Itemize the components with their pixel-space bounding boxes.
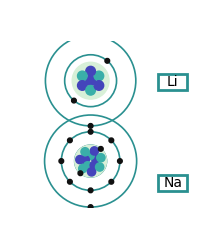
Circle shape xyxy=(92,155,100,163)
Circle shape xyxy=(97,154,105,162)
Circle shape xyxy=(109,179,114,184)
Circle shape xyxy=(118,159,122,163)
Circle shape xyxy=(68,138,72,143)
Circle shape xyxy=(109,138,114,143)
Circle shape xyxy=(76,155,84,164)
Circle shape xyxy=(105,59,110,63)
Circle shape xyxy=(81,148,89,156)
Circle shape xyxy=(86,66,95,76)
Text: Na: Na xyxy=(163,176,182,190)
Circle shape xyxy=(84,162,92,170)
Circle shape xyxy=(88,123,93,128)
FancyBboxPatch shape xyxy=(158,175,187,191)
Circle shape xyxy=(78,81,87,90)
Circle shape xyxy=(90,147,98,155)
Circle shape xyxy=(94,81,104,90)
Circle shape xyxy=(78,171,83,176)
Circle shape xyxy=(86,86,95,95)
Circle shape xyxy=(90,161,98,169)
Circle shape xyxy=(95,163,104,171)
Circle shape xyxy=(86,76,95,86)
Circle shape xyxy=(68,179,72,184)
Circle shape xyxy=(72,62,109,99)
Circle shape xyxy=(98,147,103,151)
Circle shape xyxy=(79,164,87,173)
Circle shape xyxy=(59,159,64,163)
Circle shape xyxy=(94,71,104,81)
Circle shape xyxy=(78,71,87,81)
Text: Li: Li xyxy=(167,75,178,89)
Circle shape xyxy=(88,129,93,134)
Circle shape xyxy=(88,205,93,209)
Circle shape xyxy=(88,188,93,193)
Circle shape xyxy=(71,98,76,103)
Circle shape xyxy=(81,156,89,164)
Circle shape xyxy=(87,168,96,176)
FancyBboxPatch shape xyxy=(158,75,187,90)
Circle shape xyxy=(75,145,106,177)
Circle shape xyxy=(86,151,94,160)
